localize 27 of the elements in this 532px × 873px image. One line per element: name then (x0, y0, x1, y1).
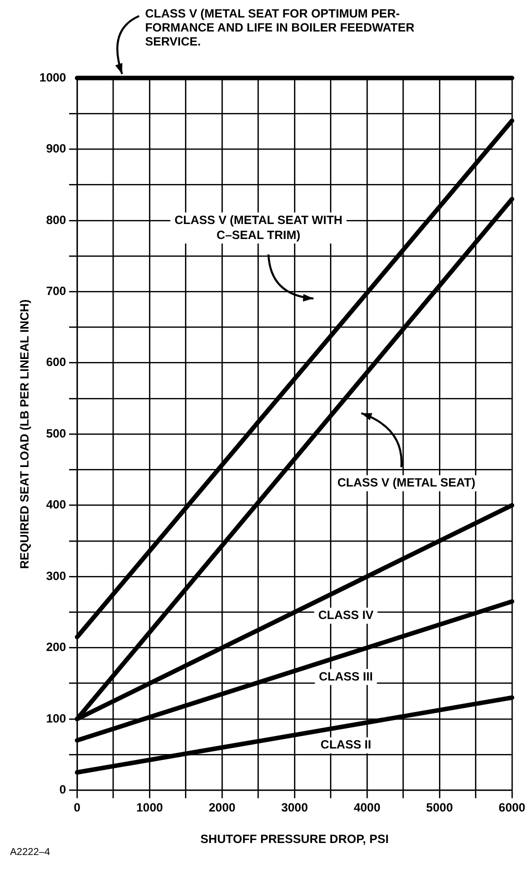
x-tick-label: 3000 (281, 800, 308, 815)
x-tick-label: 1000 (136, 800, 164, 815)
y-tick-label: 900 (46, 142, 66, 156)
x-tick-label: 2000 (208, 800, 236, 815)
y-tick-label: 0 (59, 782, 66, 797)
y-tick-label: 500 (46, 426, 66, 440)
y-axis-title: REQUIRED SEAT LOAD (LB PER LINEAL INCH) (18, 299, 32, 569)
text: CLASS V (METAL SEAT FOR OPTIMUM PER- FORMANCE AND LIFE IN BOILER FEEDWATER SERVICE. (145, 6, 415, 48)
annotation: CLASS V (METAL SEAT WITH C–SEAL TRIM) (174, 212, 342, 242)
y-tick-label: 300 (46, 568, 66, 583)
y-tick-label: 200 (46, 640, 66, 654)
annotation: CLASS V (METAL SEAT) (337, 476, 476, 490)
y-tick-label: 1000 (39, 70, 66, 84)
x-tick-label: 6000 (498, 800, 526, 815)
x-tick-label: 5000 (426, 800, 454, 815)
x-tick-label: 0 (74, 800, 81, 815)
x-tick-label: 4000 (354, 800, 381, 815)
y-tick-label: 800 (46, 212, 66, 227)
y-tick-label: 100 (46, 711, 66, 726)
y-tick-label: 700 (46, 284, 66, 298)
y-tick-label: 600 (46, 355, 66, 370)
annotation: CLASS III (318, 669, 373, 684)
annotation: CLASS IV (318, 608, 374, 622)
text: A2222–4 (10, 846, 50, 858)
annotation: CLASS II (320, 738, 372, 752)
y-tick-label: 400 (46, 498, 66, 512)
x-axis-title: SHUTOFF PRESSURE DROP, PSI (200, 832, 389, 846)
